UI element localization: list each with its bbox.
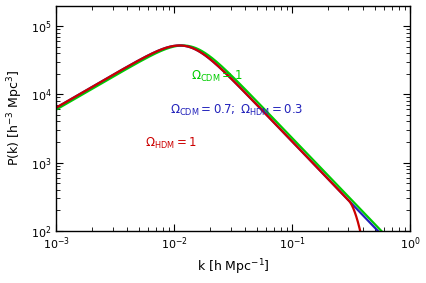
Text: $\Omega_{\rm CDM}=0.7;\; \Omega_{\rm HDM}=0.3$: $\Omega_{\rm CDM}=0.7;\; \Omega_{\rm HDM… bbox=[170, 102, 303, 117]
Text: $\Omega_{\rm HDM}=1$: $\Omega_{\rm HDM}=1$ bbox=[145, 136, 197, 151]
Text: $\Omega_{\rm CDM}=1$: $\Omega_{\rm CDM}=1$ bbox=[191, 69, 242, 84]
X-axis label: k [h Mpc$^{-1}$]: k [h Mpc$^{-1}$] bbox=[197, 258, 270, 277]
Y-axis label: P(k) [h$^{-3}$ Mpc$^{3}$]: P(k) [h$^{-3}$ Mpc$^{3}$] bbox=[6, 70, 25, 166]
